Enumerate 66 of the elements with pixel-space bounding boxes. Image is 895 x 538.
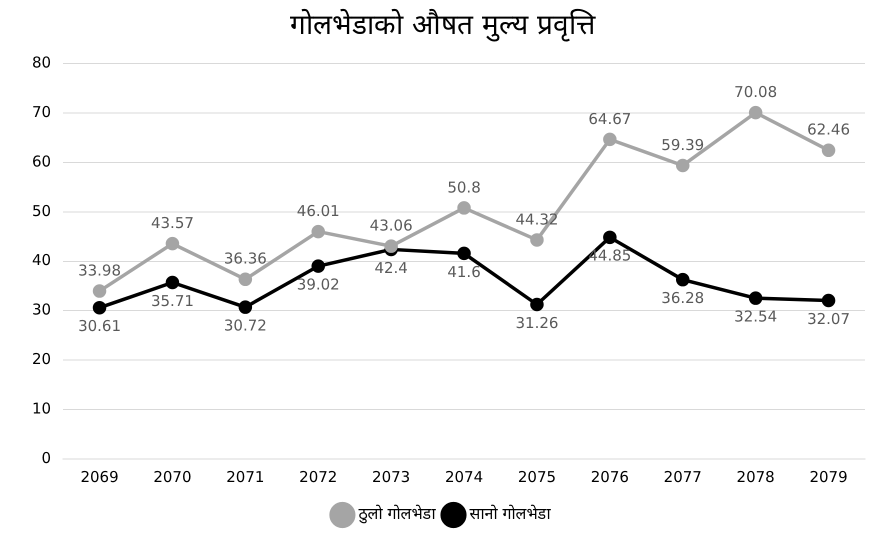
data-label: 35.71 [150,292,194,310]
x-tick-label: 2074 [444,468,484,486]
x-tick-label: 2079 [809,468,848,486]
x-tick-label: 2072 [299,468,338,486]
point [457,201,471,215]
data-label: 36.36 [224,250,267,268]
point [92,300,106,314]
chart-title: गोलभेडाको औषत मुल्य प्रवृत्ति [290,8,596,42]
x-tick-label: 2073 [372,468,410,486]
point [530,298,544,312]
y-tick-label: 0 [42,448,52,467]
legend-label: ठुलो गोलभेडा [358,504,436,524]
y-tick-label: 40 [32,251,52,270]
x-tick-label: 2078 [736,468,775,486]
y-tick-label: 50 [32,202,52,220]
y-tick-label: 80 [32,53,52,72]
data-label: 62.46 [807,120,850,139]
x-tick-label: 2069 [80,468,119,486]
data-label: 41.6 [447,262,481,281]
legend-label: सानो गोलभेडा [470,504,552,524]
data-label: 39.02 [296,276,340,294]
data-label: 44.32 [515,210,558,228]
point [822,144,836,158]
point [603,132,617,146]
y-tick-label: 30 [32,300,52,319]
point [92,284,106,298]
data-label: 46.01 [296,202,340,220]
data-label: 36.28 [661,289,704,308]
point [311,224,325,238]
point [384,239,398,253]
point [238,272,252,286]
point [676,158,690,172]
point [822,294,836,308]
data-label: 43.57 [150,214,194,232]
point [166,276,180,290]
data-label: 31.26 [515,314,558,332]
x-tick-label: 2076 [590,468,629,486]
point [311,259,325,273]
data-label: 33.98 [78,261,122,280]
point [676,272,690,286]
x-tick-label: 2070 [153,468,192,486]
y-tick-label: 70 [32,102,52,121]
point [238,300,252,314]
point [457,246,471,260]
data-label: 32.54 [734,308,778,326]
x-tick-label: 2075 [518,468,556,486]
data-label: 50.8 [447,178,481,196]
point [748,291,762,305]
point [603,230,617,244]
y-tick-label: 10 [32,399,52,418]
point [748,106,762,120]
x-tick-label: 2071 [226,468,264,486]
x-tick-label: 2077 [664,468,702,486]
data-label: 30.72 [224,316,267,335]
y-tick-label: 60 [32,152,52,170]
data-label: 42.4 [374,258,408,277]
data-label: 43.06 [370,216,413,235]
data-label: 59.39 [661,136,704,154]
data-label: 30.61 [78,317,122,336]
point [166,236,180,250]
y-tick-label: 20 [32,350,52,368]
data-label: 32.07 [807,310,850,328]
data-label: 70.08 [734,83,778,102]
data-label: 44.85 [588,246,632,265]
point [530,233,544,247]
data-label: 64.67 [588,110,632,128]
